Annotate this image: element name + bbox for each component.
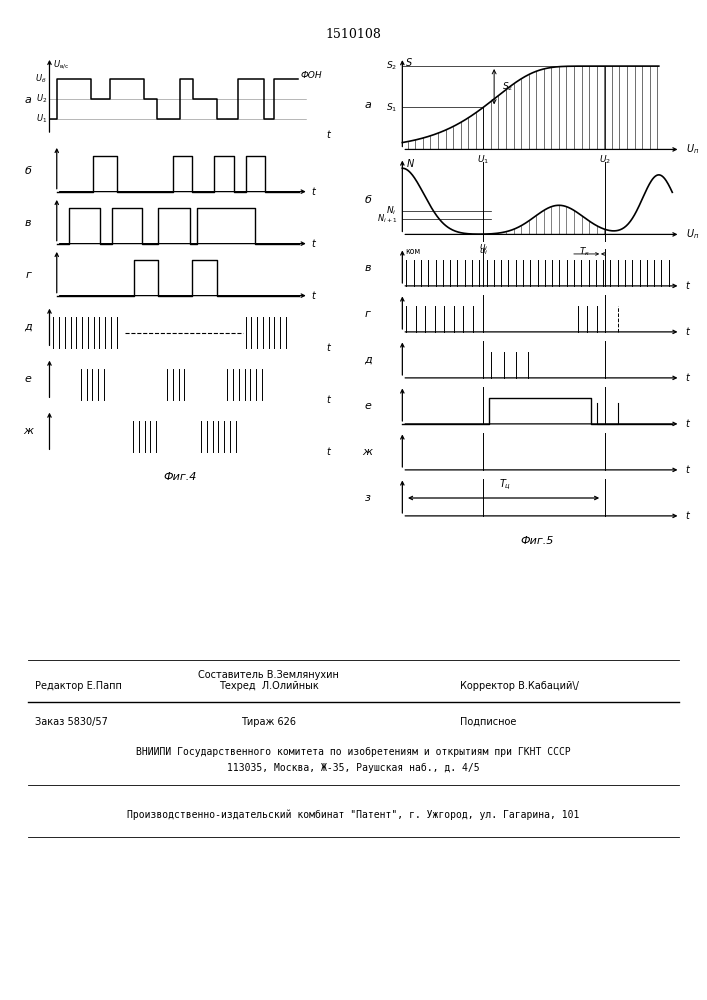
Text: е: е xyxy=(25,374,32,384)
Text: а: а xyxy=(364,100,371,110)
Text: $U_1$: $U_1$ xyxy=(477,154,489,166)
Text: $T_к$: $T_к$ xyxy=(579,245,590,258)
Text: $U_б$: $U_б$ xyxy=(35,73,47,85)
Text: S: S xyxy=(407,58,413,68)
Text: 1510108: 1510108 xyxy=(325,28,382,41)
Text: $U_2$: $U_2$ xyxy=(35,93,47,105)
Text: t: t xyxy=(311,239,315,249)
Text: б: б xyxy=(25,166,32,176)
Text: $u_i$: $u_i$ xyxy=(479,246,488,257)
Text: г: г xyxy=(25,270,31,280)
Text: Техред  Л.Олийнык: Техред Л.Олийнык xyxy=(218,681,319,691)
Text: д: д xyxy=(25,322,32,332)
Text: $u_i$: $u_i$ xyxy=(479,242,488,253)
Text: а: а xyxy=(25,95,32,105)
Text: $N_i$: $N_i$ xyxy=(387,204,397,217)
Text: $U_{\rm в/с}$: $U_{\rm в/с}$ xyxy=(54,58,70,71)
Text: t: t xyxy=(327,447,331,457)
Text: г: г xyxy=(365,309,370,319)
Text: Подписное: Подписное xyxy=(460,717,516,727)
Text: д: д xyxy=(364,355,371,365)
Text: Заказ 5830/57: Заказ 5830/57 xyxy=(35,717,108,727)
Text: $S_2$: $S_2$ xyxy=(386,60,397,72)
Text: $U_п$: $U_п$ xyxy=(686,228,699,241)
Text: t: t xyxy=(686,419,689,429)
Text: Редактор Е.Папп: Редактор Е.Папп xyxy=(35,681,122,691)
Text: t: t xyxy=(686,511,689,521)
Text: t: t xyxy=(686,281,689,291)
Text: з: з xyxy=(365,493,370,503)
Text: 113035, Москва, Ж-35, Раушская наб., д. 4/5: 113035, Москва, Ж-35, Раушская наб., д. … xyxy=(227,763,480,773)
Text: t: t xyxy=(327,395,331,405)
Text: в: в xyxy=(25,218,32,228)
Text: Корректор В.Кабаций\/: Корректор В.Кабаций\/ xyxy=(460,681,578,691)
Text: в: в xyxy=(364,263,371,273)
Text: ФОН: ФОН xyxy=(300,70,322,80)
Text: Фиг.5: Фиг.5 xyxy=(520,536,554,546)
Text: ж: ж xyxy=(363,447,373,457)
Text: ВНИИПИ Государственного комитета по изобретениям и открытиям при ГКНТ СССР: ВНИИПИ Государственного комитета по изоб… xyxy=(136,747,571,757)
Text: е: е xyxy=(364,401,371,411)
Text: $N_{i+1}$: $N_{i+1}$ xyxy=(377,212,397,225)
Text: t: t xyxy=(327,343,331,353)
Text: б: б xyxy=(364,195,371,205)
Text: t: t xyxy=(686,327,689,337)
Text: Тираж 626: Тираж 626 xyxy=(241,717,296,727)
Text: Составитель В.Землянухин: Составитель В.Землянухин xyxy=(198,670,339,680)
Text: $S_2$: $S_2$ xyxy=(502,80,513,93)
Text: $S_1$: $S_1$ xyxy=(386,101,397,114)
Text: Фиг.4: Фиг.4 xyxy=(163,472,197,482)
Text: Производственно-издательский комбинат "Патент", г. Ужгород, ул. Гагарина, 101: Производственно-издательский комбинат "П… xyxy=(127,810,580,820)
Text: t: t xyxy=(311,291,315,301)
Text: t: t xyxy=(686,373,689,383)
Text: ж: ж xyxy=(23,426,33,436)
Text: $U_1$: $U_1$ xyxy=(35,113,47,125)
Text: t: t xyxy=(327,130,331,140)
Text: $T_ц$: $T_ц$ xyxy=(499,477,511,492)
Text: t: t xyxy=(311,187,315,197)
Text: ком: ком xyxy=(405,247,420,256)
Text: N: N xyxy=(407,159,414,169)
Text: $U_п$: $U_п$ xyxy=(686,143,699,156)
Text: t: t xyxy=(686,465,689,475)
Text: $U_2$: $U_2$ xyxy=(599,154,611,166)
